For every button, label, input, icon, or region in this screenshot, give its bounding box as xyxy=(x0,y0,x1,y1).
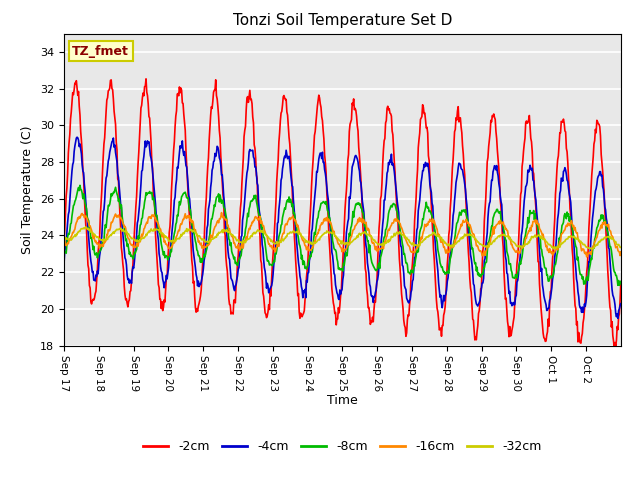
Title: Tonzi Soil Temperature Set D: Tonzi Soil Temperature Set D xyxy=(233,13,452,28)
Y-axis label: Soil Temperature (C): Soil Temperature (C) xyxy=(22,125,35,254)
Legend: -2cm, -4cm, -8cm, -16cm, -32cm: -2cm, -4cm, -8cm, -16cm, -32cm xyxy=(138,435,547,458)
X-axis label: Time: Time xyxy=(327,394,358,407)
Text: TZ_fmet: TZ_fmet xyxy=(72,45,129,58)
